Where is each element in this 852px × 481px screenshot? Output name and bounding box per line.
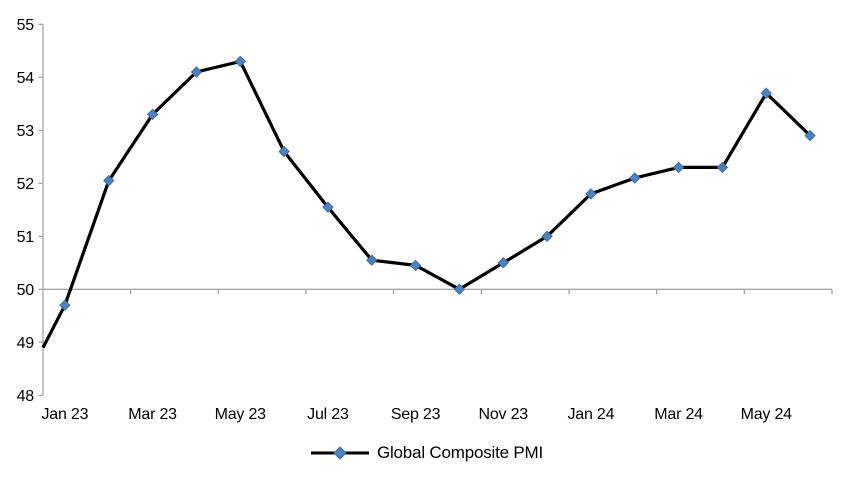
data-point-marker [760,87,772,99]
data-point-marker [103,174,115,187]
data-point-marker [278,145,290,158]
data-point-marker [804,129,816,142]
data-point-marker [59,299,71,311]
y-axis-label: 48 [17,388,35,405]
y-axis-label: 53 [17,123,35,140]
legend-diamond-marker [333,446,347,460]
y-axis-label: 51 [17,229,35,246]
y-axis-label: 49 [17,335,35,352]
data-point-marker [541,230,553,243]
y-axis-label: 54 [17,70,35,87]
x-axis-label: Jan 23 [41,406,88,423]
data-point-marker [190,66,203,78]
legend-line-marker-icon [310,446,369,460]
data-point-marker [322,201,334,213]
data-point-marker [146,108,159,121]
data-point-marker [672,161,685,174]
x-axis-label: Mar 23 [128,406,177,423]
y-axis-label: 52 [17,176,35,193]
data-point-marker [716,161,729,174]
x-axis-label: Sep 23 [391,406,441,423]
legend-label: Global Composite PMI [376,443,544,462]
x-axis-label: Nov 23 [479,406,529,423]
data-point-marker [366,254,378,266]
x-axis-label: May 24 [741,406,793,423]
x-axis-label: Mar 24 [654,406,703,423]
x-axis-label: Jan 24 [567,406,614,423]
data-point-marker [497,257,509,269]
data-point-marker [453,283,466,296]
data-point-marker [234,55,246,68]
data-point-marker [409,259,422,272]
pmi-series-line [41,59,812,349]
legend: Global Composite PMI [0,443,852,463]
y-axis-label: 55 [17,17,35,34]
y-axis-label: 50 [17,282,35,299]
x-axis-label: Jul 23 [307,406,349,423]
x-axis-label: May 23 [215,406,267,423]
data-point-marker [585,188,597,200]
data-point-marker [629,172,641,184]
